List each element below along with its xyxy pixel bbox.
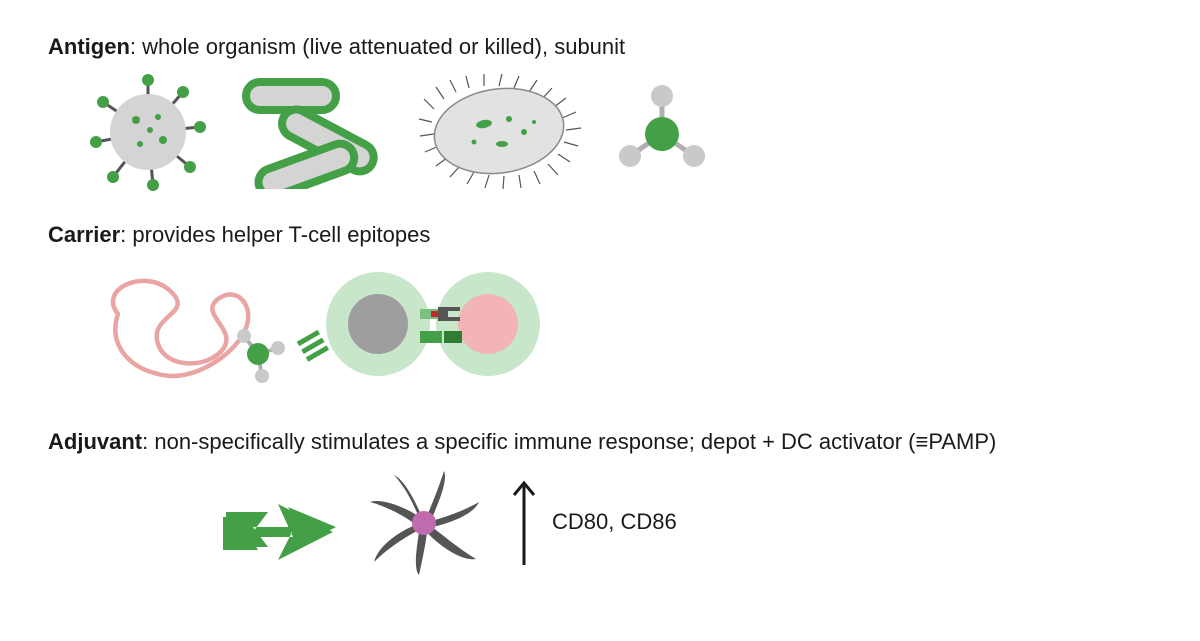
upregulation-label: CD80, CD86 [510,477,677,567]
zigzag-arrow-icon [218,482,338,562]
dendritic-cell-icon [364,467,484,577]
adjuvant-illustrations: CD80, CD86 [48,467,1152,577]
adjuvant-label-bold: Adjuvant [48,429,142,454]
protozoan-icon [414,74,584,189]
antigen-illustrations [48,72,1152,192]
carrier-label-rest: : provides helper T-cell epitopes [120,222,430,247]
section-adjuvant: Adjuvant: non-specifically stimulates a … [48,427,1152,577]
carrier-label-bold: Carrier [48,222,120,247]
section-antigen: Antigen: whole organism (live attenuated… [48,32,1152,192]
adjuvant-label-rest: : non-specifically stimulates a specific… [142,429,996,454]
antigen-label-bold: Antigen [48,34,130,59]
molecule-icon [612,84,712,179]
bacteria-icon [236,74,386,189]
carrier-diagram-icon [88,259,558,399]
virus-icon [88,72,208,192]
up-arrow-icon [510,477,538,567]
markers-text: CD80, CD86 [552,509,677,535]
antigen-heading: Antigen: whole organism (live attenuated… [48,32,1152,62]
carrier-heading: Carrier: provides helper T-cell epitopes [48,220,1152,250]
antigen-label-rest: : whole organism (live attenuated or kil… [130,34,625,59]
section-carrier: Carrier: provides helper T-cell epitopes [48,220,1152,400]
carrier-illustrations [48,259,1152,399]
adjuvant-heading: Adjuvant: non-specifically stimulates a … [48,427,1152,457]
